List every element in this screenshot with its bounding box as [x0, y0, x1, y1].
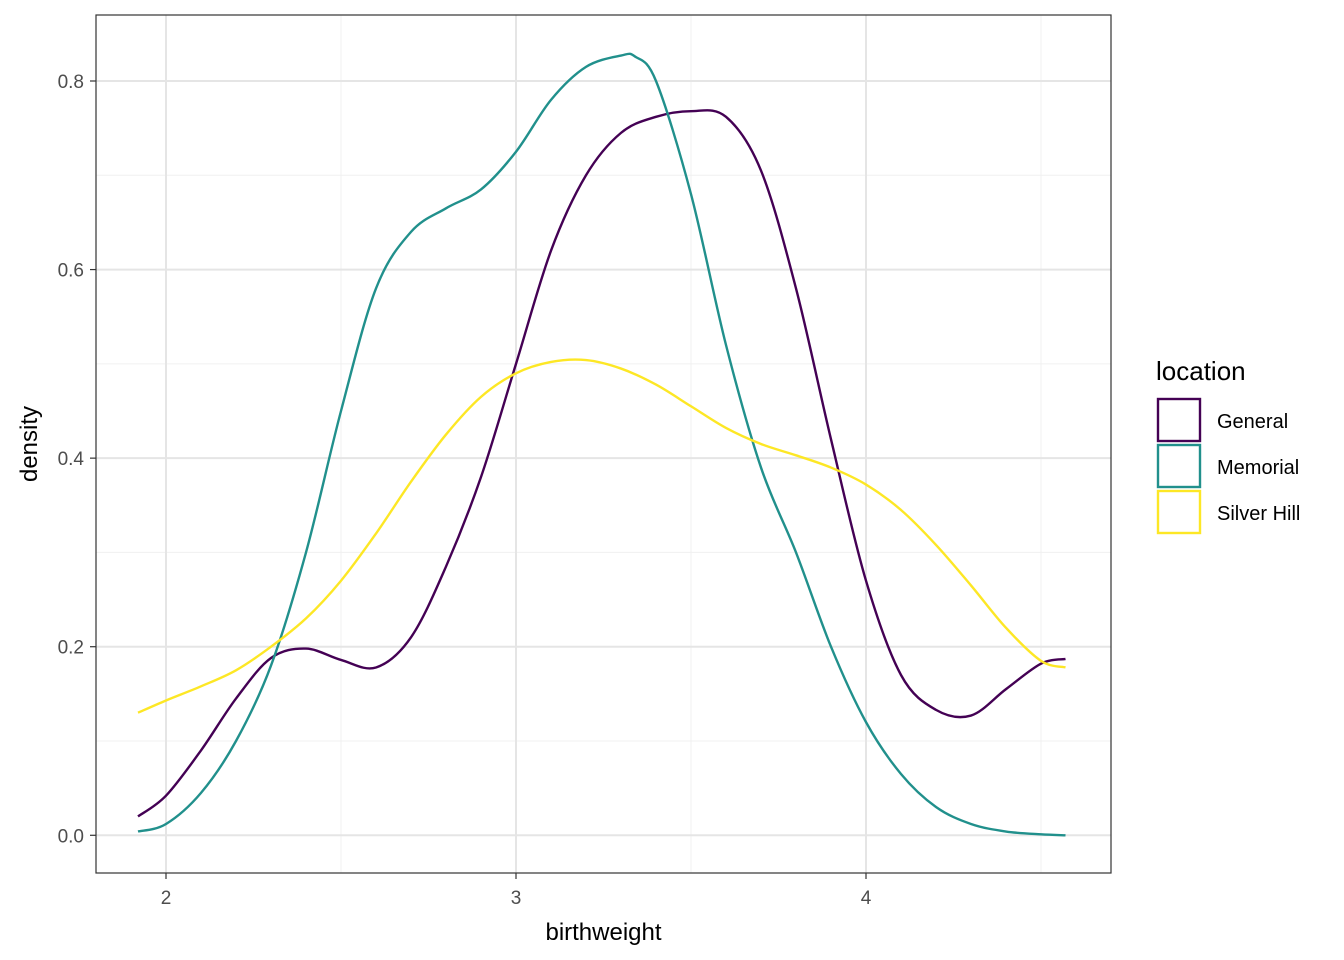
legend: location General Memorial Silver Hill [1156, 356, 1300, 535]
y-tick-label: 0.0 [58, 826, 84, 847]
legend-items: General Memorial Silver Hill [1156, 397, 1300, 535]
density-lines [137, 52, 1066, 837]
x-axis: 2 3 4 [161, 873, 872, 909]
x-axis-title: birthweight [545, 919, 661, 946]
series-line-memorial [137, 52, 1066, 837]
x-tick-label: 3 [511, 888, 522, 909]
major-gridlines [96, 15, 1111, 873]
y-tick-label: 0.6 [58, 261, 84, 282]
series-line-silver-hill [137, 358, 1066, 714]
y-tick-label: 0.4 [58, 449, 85, 470]
legend-key-memorial [1156, 443, 1202, 489]
series-line-general [137, 109, 1066, 818]
panel-border [95, 14, 1112, 874]
y-tick-label: 0.2 [58, 638, 84, 659]
y-tick-label: 0.8 [58, 72, 84, 93]
legend-title: location [1156, 356, 1246, 386]
y-axis-title: density [16, 406, 43, 482]
legend-key-silver-hill [1156, 489, 1202, 535]
x-tick-label: 2 [161, 888, 172, 909]
legend-label-memorial: Memorial [1217, 457, 1299, 479]
legend-label-silver-hill: Silver Hill [1217, 503, 1300, 525]
legend-key-general [1156, 397, 1202, 443]
y-axis: 0.0 0.2 0.4 0.6 0.8 [58, 72, 96, 847]
minor-gridlines [96, 15, 1111, 873]
legend-label-general: General [1217, 411, 1288, 433]
x-tick-label: 4 [861, 888, 872, 909]
